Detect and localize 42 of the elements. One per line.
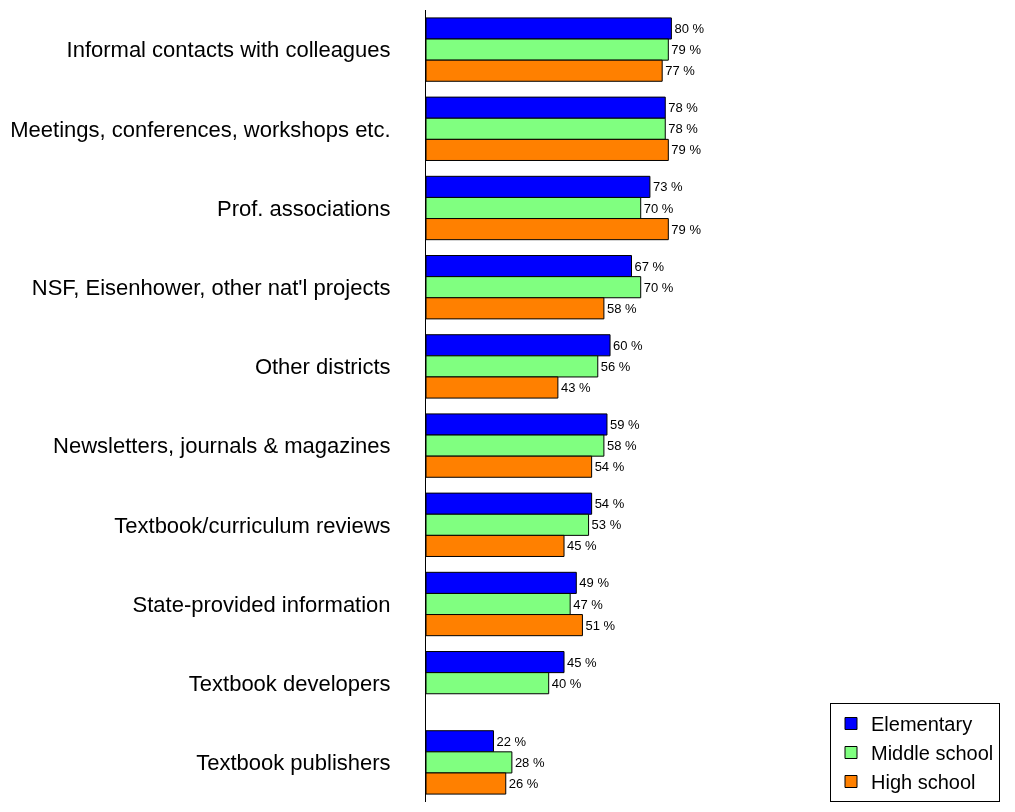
y-tick-label: Textbook publishers: [196, 750, 391, 776]
data-label: 78 %: [668, 100, 699, 116]
data-label: 51 %: [585, 617, 616, 633]
data-label: 54 %: [594, 496, 625, 512]
data-label: 45 %: [567, 654, 598, 670]
data-label: 53 %: [591, 517, 622, 533]
data-label: 79 %: [671, 221, 702, 237]
data-label: 47 %: [573, 596, 604, 612]
data-label: 58 %: [606, 438, 637, 454]
data-label: 77 %: [665, 63, 696, 79]
y-tick-label: Textbook developers: [188, 670, 391, 696]
y-tick-label: Prof. associations: [216, 195, 391, 221]
legend-label: High school: [871, 771, 976, 794]
data-label: 45 %: [567, 538, 598, 554]
y-tick-label: NSF, Eisenhower, other nat'l projects: [31, 274, 391, 300]
data-label: 70 %: [643, 279, 674, 295]
y-tick-label: Newsletters, journals & magazines: [53, 433, 391, 459]
data-label: 79 %: [671, 142, 702, 158]
data-label: 80 %: [674, 20, 705, 36]
data-label: 26 %: [508, 776, 539, 792]
data-label: 43 %: [560, 380, 591, 396]
y-tick-label: Meetings, conferences, workshops etc.: [10, 116, 391, 142]
data-label: 58 %: [606, 300, 637, 316]
data-label: 28 %: [514, 754, 545, 770]
data-label: 22 %: [496, 733, 527, 749]
data-label: 54 %: [594, 459, 625, 475]
data-label: 70 %: [643, 200, 674, 216]
y-tick-label: Textbook/curriculum reviews: [114, 512, 391, 538]
data-label: 49 %: [579, 575, 610, 591]
y-tick-label: Other districts: [254, 354, 391, 380]
data-label: 60 %: [613, 337, 644, 353]
data-label: 67 %: [634, 258, 665, 274]
data-label: 59 %: [609, 416, 641, 432]
legend-label: Middle school: [871, 742, 994, 765]
data-label: 73 %: [652, 179, 683, 195]
data-label: 79 %: [671, 42, 702, 58]
legend-label: Elementary: [871, 713, 973, 736]
data-label: 40 %: [551, 675, 582, 691]
data-label: 56 %: [600, 358, 631, 374]
y-tick-label: Informal contacts with colleagues: [66, 37, 391, 63]
y-tick-label: State-provided information: [132, 591, 391, 617]
data-label: 78 %: [668, 121, 699, 137]
